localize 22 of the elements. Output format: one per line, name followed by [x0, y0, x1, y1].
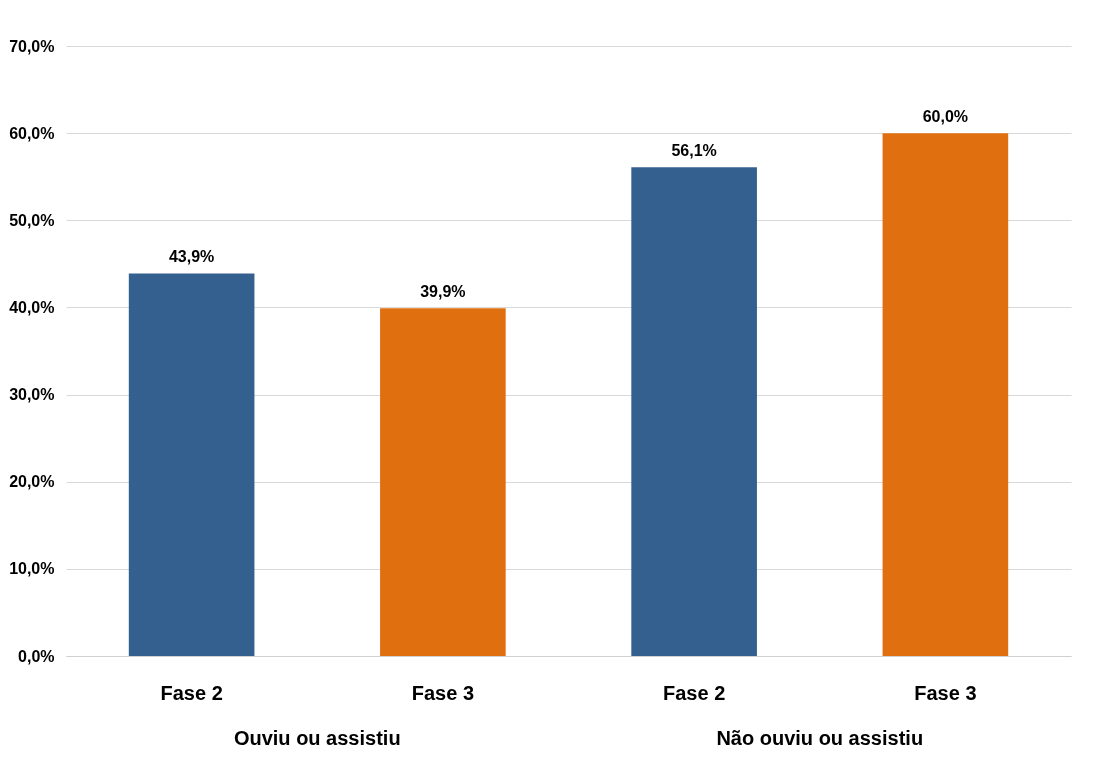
bar [380, 308, 506, 656]
x-tick-label: Ouviu ou assistiu [233, 726, 401, 749]
y-tick-label: 50,0% [9, 211, 55, 229]
y-tick-label: 0,0% [18, 647, 55, 665]
series-label: Fase 2 [160, 682, 223, 704]
text: Fase 2 [662, 682, 726, 704]
y-tick-label: 20,0% [9, 473, 55, 491]
y-tick-label: 30,0% [9, 386, 55, 404]
y-tick-label: 10,0% [9, 560, 55, 578]
bar [631, 167, 757, 656]
data-label: 39,9% [420, 283, 466, 301]
series-label: Fase 3 [411, 682, 475, 704]
text: Fase 3 [914, 682, 977, 704]
bar [128, 273, 255, 656]
y-tick-label: 70,0% [9, 37, 55, 55]
data-label: 43,9% [168, 248, 215, 266]
data-label: 60,0% [922, 108, 969, 126]
bar [882, 133, 1009, 656]
y-tick-label: 60,0% [9, 124, 55, 142]
y-tick-label: 40,0% [9, 298, 55, 316]
x-tick-label: Não ouviu ou assistiu [716, 726, 924, 749]
data-label: 56,1% [671, 142, 717, 160]
